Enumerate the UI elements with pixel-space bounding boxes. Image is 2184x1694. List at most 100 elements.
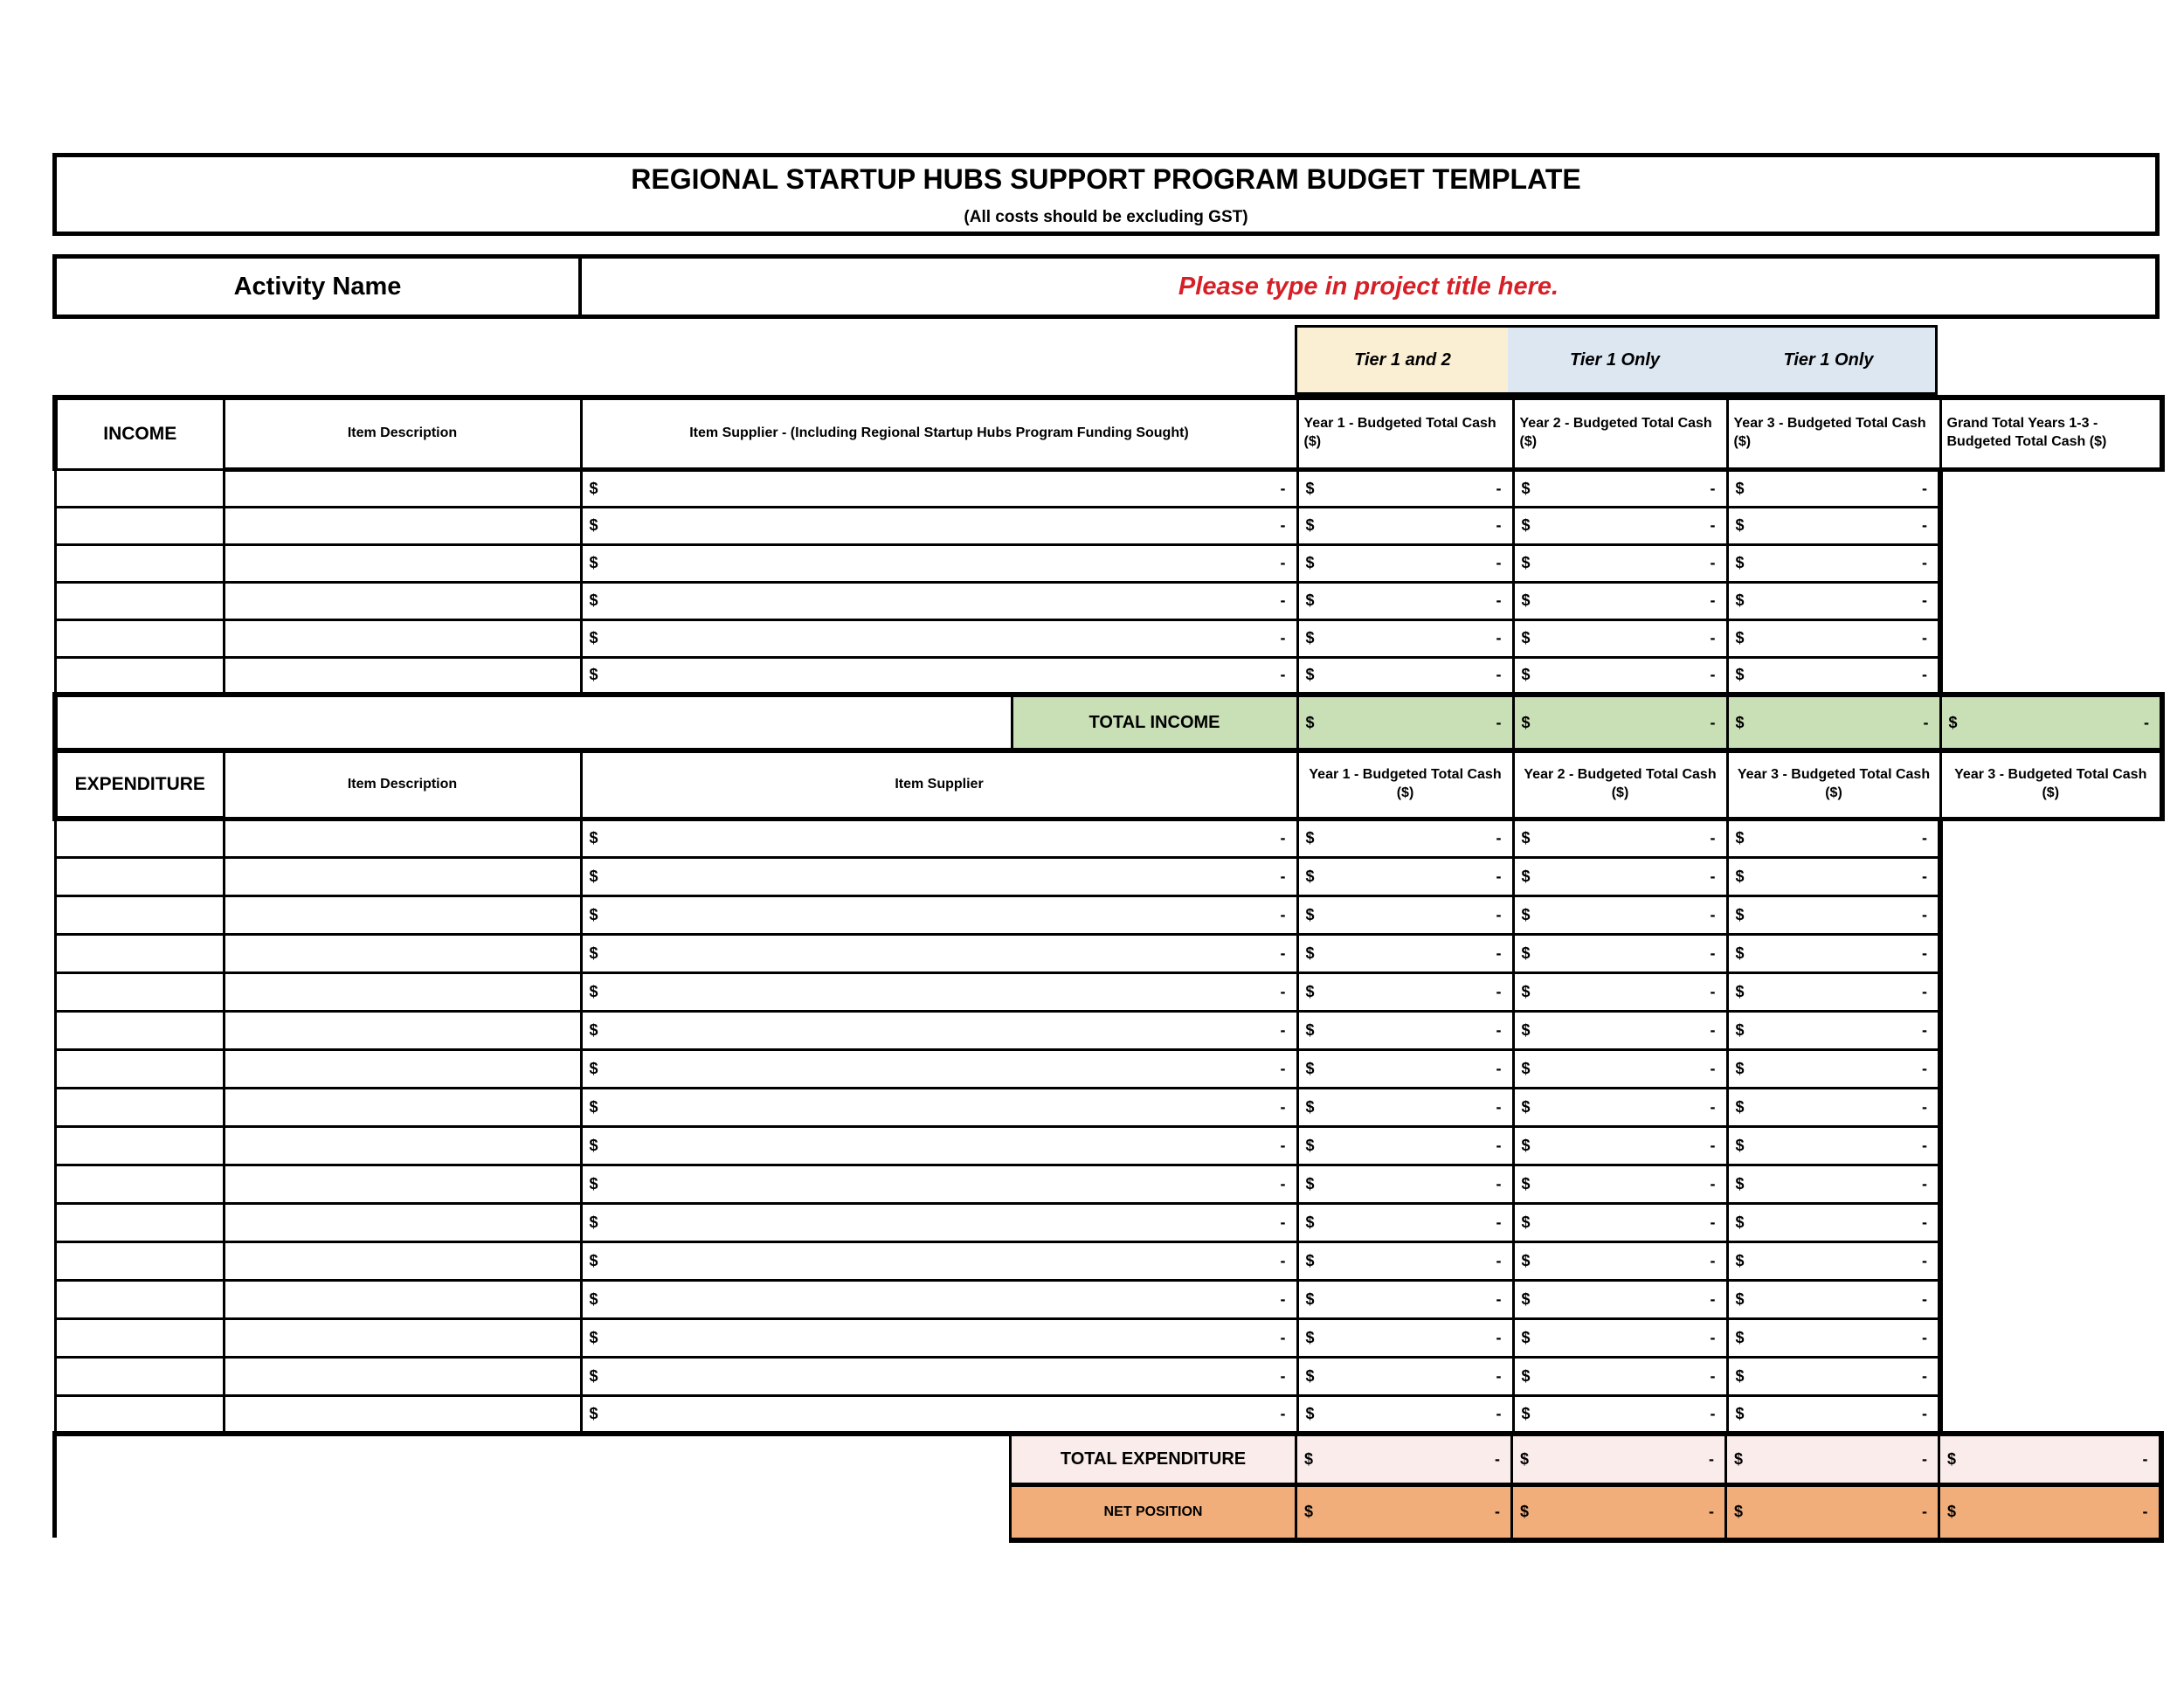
amount-cell[interactable]: $ -: [1296, 817, 1515, 859]
item-supplier-cell[interactable]: [222, 1124, 583, 1166]
amount-cell[interactable]: $ -: [579, 655, 1299, 696]
activity-title-input[interactable]: Please type in project title here.: [1178, 272, 1559, 301]
item-supplier-cell[interactable]: [222, 1201, 583, 1243]
amount-cell[interactable]: $ -: [1511, 1278, 1729, 1320]
item-supplier-cell[interactable]: [222, 618, 583, 659]
item-description-cell[interactable]: [53, 1278, 225, 1320]
amount-cell[interactable]: $ -: [1725, 1086, 1943, 1128]
amount-cell[interactable]: $ -: [1511, 580, 1729, 621]
amount-cell[interactable]: $ -: [1725, 505, 1943, 546]
item-description-cell[interactable]: [53, 1048, 225, 1089]
amount-cell[interactable]: $ -: [579, 1163, 1299, 1205]
item-description-cell[interactable]: [53, 655, 225, 696]
amount-cell[interactable]: $ -: [579, 855, 1299, 897]
item-description-cell[interactable]: [53, 1355, 225, 1397]
item-supplier-cell[interactable]: [222, 1086, 583, 1128]
item-supplier-cell[interactable]: [222, 655, 583, 696]
amount-cell[interactable]: $ -: [1511, 1086, 1729, 1128]
amount-cell[interactable]: $ -: [579, 1009, 1299, 1051]
amount-cell[interactable]: $ -: [1296, 1086, 1515, 1128]
amount-cell[interactable]: $ -: [1725, 894, 1943, 936]
amount-cell[interactable]: $ -: [1725, 1163, 1943, 1205]
amount-cell[interactable]: $ -: [1725, 580, 1943, 621]
item-description-cell[interactable]: [53, 543, 225, 584]
amount-cell[interactable]: $ -: [1296, 505, 1515, 546]
item-supplier-cell[interactable]: [222, 543, 583, 584]
amount-cell[interactable]: $ -: [1725, 543, 1943, 584]
amount-cell[interactable]: $ -: [1725, 817, 1943, 859]
item-supplier-cell[interactable]: [222, 505, 583, 546]
amount-cell[interactable]: $ -: [1296, 1355, 1515, 1397]
amount-cell[interactable]: $ -: [1511, 655, 1729, 696]
item-supplier-cell[interactable]: [222, 932, 583, 974]
item-description-cell[interactable]: [53, 971, 225, 1013]
item-supplier-cell[interactable]: [222, 817, 583, 859]
amount-cell[interactable]: $ -: [1296, 467, 1515, 508]
amount-cell[interactable]: $ -: [579, 894, 1299, 936]
item-description-cell[interactable]: [53, 1317, 225, 1359]
item-description-cell[interactable]: [53, 1163, 225, 1205]
item-description-cell[interactable]: [53, 618, 225, 659]
item-supplier-cell[interactable]: [222, 855, 583, 897]
amount-cell[interactable]: $ -: [1296, 932, 1515, 974]
amount-cell[interactable]: $ -: [579, 505, 1299, 546]
item-description-cell[interactable]: [53, 505, 225, 546]
amount-cell[interactable]: $ -: [579, 1124, 1299, 1166]
amount-cell[interactable]: $ -: [579, 618, 1299, 659]
amount-cell[interactable]: $ -: [1511, 932, 1729, 974]
amount-cell[interactable]: $ -: [1511, 1048, 1729, 1089]
amount-cell[interactable]: $ -: [1296, 543, 1515, 584]
amount-cell[interactable]: $ -: [1296, 655, 1515, 696]
amount-cell[interactable]: $ -: [579, 467, 1299, 508]
item-supplier-cell[interactable]: [222, 1009, 583, 1051]
amount-cell[interactable]: $ -: [1725, 618, 1943, 659]
amount-cell[interactable]: $ -: [579, 1240, 1299, 1282]
amount-cell[interactable]: $ -: [579, 580, 1299, 621]
amount-cell[interactable]: $ -: [1511, 1009, 1729, 1051]
amount-cell[interactable]: $ -: [1725, 1048, 1943, 1089]
amount-cell[interactable]: $ -: [1725, 1009, 1943, 1051]
amount-cell[interactable]: $ -: [1511, 1124, 1729, 1166]
item-description-cell[interactable]: [53, 1124, 225, 1166]
item-supplier-cell[interactable]: [222, 580, 583, 621]
amount-cell[interactable]: $ -: [1511, 855, 1729, 897]
amount-cell[interactable]: $ -: [1296, 1317, 1515, 1359]
amount-cell[interactable]: $ -: [1511, 971, 1729, 1013]
item-supplier-cell[interactable]: [222, 1355, 583, 1397]
item-description-cell[interactable]: [53, 855, 225, 897]
amount-cell[interactable]: $ -: [1725, 1240, 1943, 1282]
amount-cell[interactable]: $ -: [1511, 505, 1729, 546]
item-description-cell[interactable]: [53, 1009, 225, 1051]
amount-cell[interactable]: $ -: [1511, 543, 1729, 584]
item-description-cell[interactable]: [53, 580, 225, 621]
amount-cell[interactable]: $ -: [1511, 1163, 1729, 1205]
item-description-cell[interactable]: [53, 1086, 225, 1128]
amount-cell[interactable]: $ -: [1296, 855, 1515, 897]
amount-cell[interactable]: $ -: [1296, 618, 1515, 659]
amount-cell[interactable]: $ -: [579, 1086, 1299, 1128]
amount-cell[interactable]: $ -: [1725, 467, 1943, 508]
amount-cell[interactable]: $ -: [1511, 894, 1729, 936]
amount-cell[interactable]: $ -: [1296, 1240, 1515, 1282]
item-description-cell[interactable]: [53, 932, 225, 974]
amount-cell[interactable]: $ -: [1296, 894, 1515, 936]
amount-cell[interactable]: $ -: [579, 543, 1299, 584]
amount-cell[interactable]: $ -: [1725, 971, 1943, 1013]
amount-cell[interactable]: $ -: [579, 1393, 1299, 1436]
item-description-cell[interactable]: [53, 1393, 225, 1436]
amount-cell[interactable]: $ -: [1725, 655, 1943, 696]
item-description-cell[interactable]: [53, 1201, 225, 1243]
amount-cell[interactable]: $ -: [1511, 1201, 1729, 1243]
amount-cell[interactable]: $ -: [1511, 1317, 1729, 1359]
amount-cell[interactable]: $ -: [579, 1201, 1299, 1243]
amount-cell[interactable]: $ -: [1511, 1393, 1729, 1436]
amount-cell[interactable]: $ -: [1296, 1009, 1515, 1051]
amount-cell[interactable]: $ -: [1511, 1240, 1729, 1282]
item-description-cell[interactable]: [53, 894, 225, 936]
item-description-cell[interactable]: [53, 467, 225, 508]
item-supplier-cell[interactable]: [222, 467, 583, 508]
amount-cell[interactable]: $ -: [1725, 1317, 1943, 1359]
amount-cell[interactable]: $ -: [1296, 1163, 1515, 1205]
amount-cell[interactable]: $ -: [1296, 971, 1515, 1013]
amount-cell[interactable]: $ -: [579, 1278, 1299, 1320]
